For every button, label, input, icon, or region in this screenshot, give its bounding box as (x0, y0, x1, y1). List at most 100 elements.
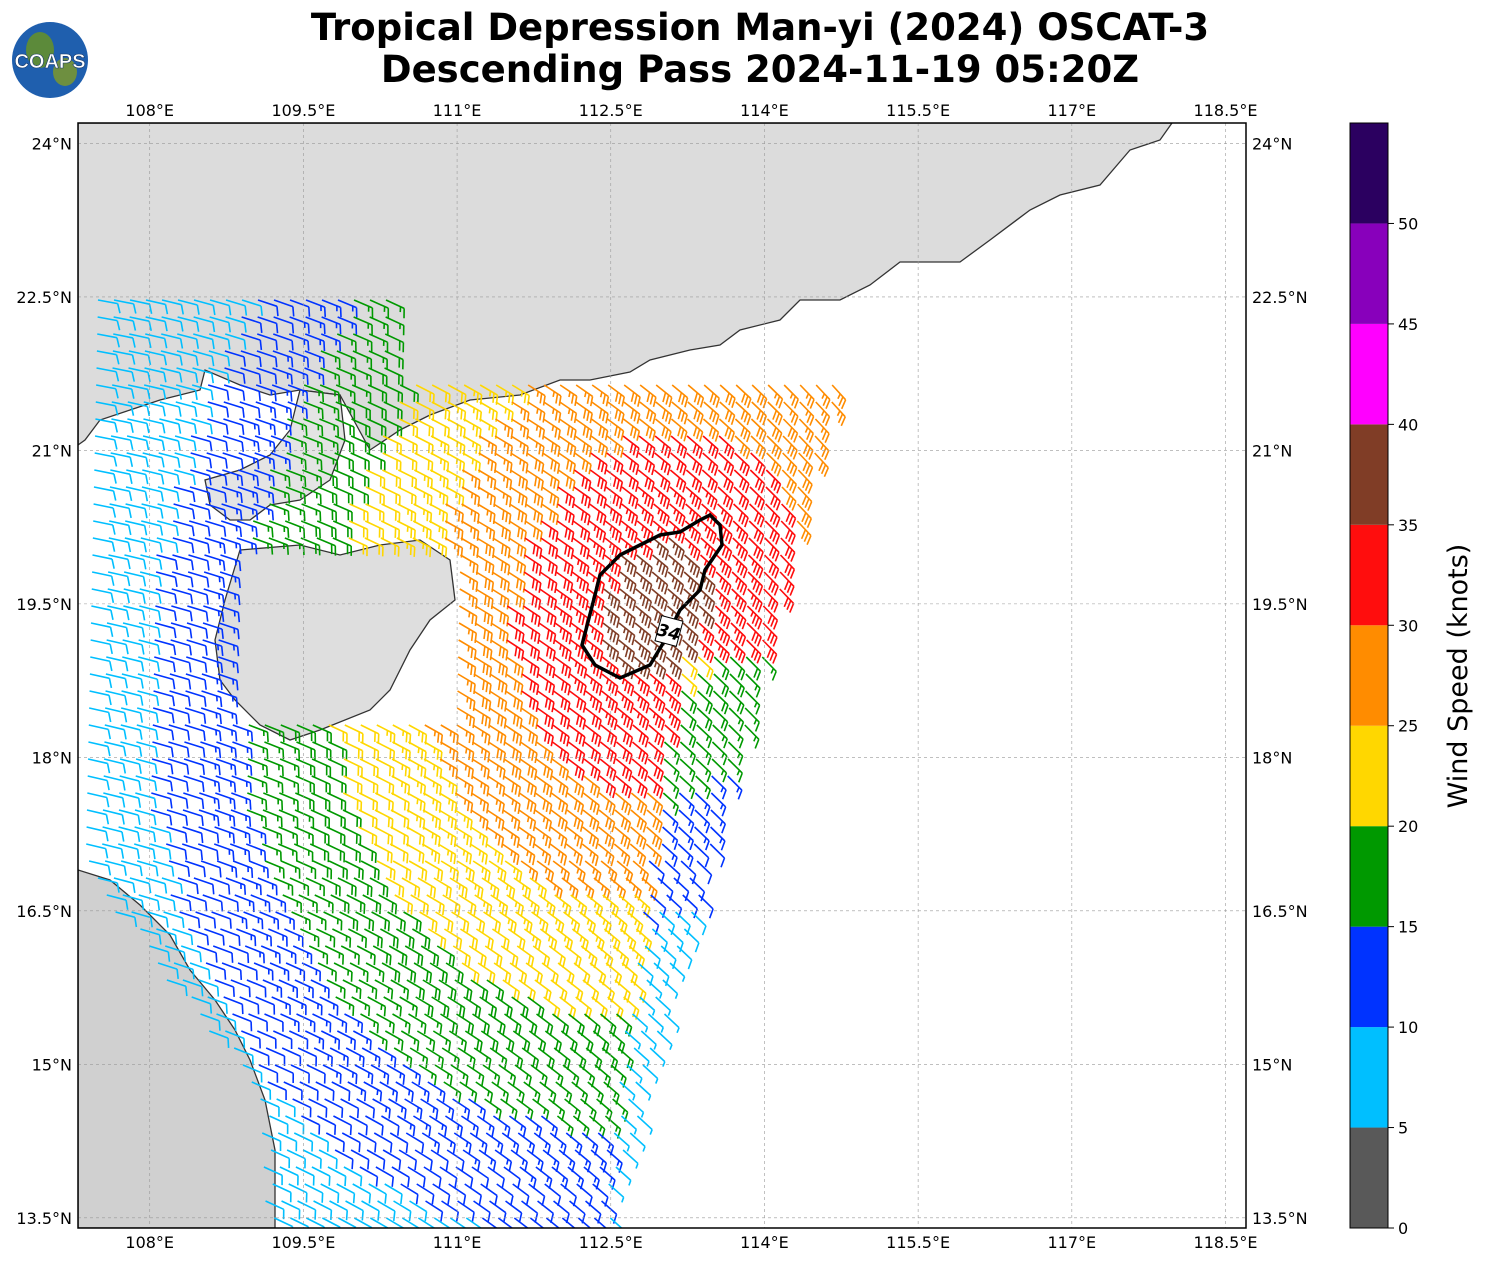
wind-barb (588, 520, 607, 543)
colorbar-bin (1350, 424, 1388, 525)
lat-tick-label-left: 16.5°N (16, 902, 72, 921)
wind-barb (320, 350, 341, 369)
wind-barb (351, 401, 371, 420)
lat-tick-label-left: 15°N (32, 1055, 72, 1074)
wind-barb (698, 622, 715, 647)
wind-barb (572, 520, 591, 543)
wind-barb (224, 350, 246, 367)
wind-barb (747, 571, 764, 596)
wind-barb (523, 588, 542, 610)
wind-barb (173, 520, 195, 537)
wind-barb (831, 401, 846, 427)
wind-barb (543, 401, 562, 423)
wind-barb (765, 503, 781, 528)
wind-barb (492, 520, 512, 542)
wind-barb (508, 520, 527, 542)
wind-barb (171, 588, 194, 605)
wind-barb (815, 384, 831, 409)
logo-text: COAPS (14, 51, 85, 73)
wind-barb (605, 469, 624, 492)
wind-barb (491, 588, 510, 610)
wind-barb (701, 469, 719, 493)
colorbar-bin (1350, 123, 1388, 224)
lat-tick-label-left: 13.5°N (16, 1209, 72, 1228)
wind-barb (781, 486, 797, 511)
wind-barb (734, 435, 751, 460)
wind-barb (284, 537, 305, 556)
wind-barb (573, 503, 591, 526)
wind-barb (141, 520, 164, 536)
wind-barb (364, 537, 384, 557)
wind-barb (191, 401, 214, 418)
wind-barb (206, 435, 229, 452)
wind-barb (635, 554, 653, 578)
wind-barb (204, 554, 226, 571)
wind-barb (607, 384, 626, 407)
wind-barb (203, 571, 226, 588)
wind-barb (225, 333, 247, 350)
wind-barb (364, 520, 385, 540)
wind-barb (97, 316, 121, 331)
wind-barb (107, 588, 130, 604)
wind-barb (686, 418, 704, 442)
wind-barb (589, 469, 608, 492)
wind-barb (112, 367, 136, 382)
wind-barb (508, 537, 527, 559)
wind-barb (272, 367, 293, 385)
wind-barb (349, 486, 369, 506)
wind-barb (161, 333, 184, 349)
wind-barb (670, 418, 688, 442)
wind-barb (335, 384, 356, 403)
wind-barb (238, 469, 260, 487)
wind-barb (782, 418, 799, 443)
wind-barb (254, 452, 276, 470)
wind-barb (717, 503, 734, 528)
wind-barb (831, 384, 847, 410)
wind-barb (492, 554, 511, 576)
wind-barb (91, 605, 114, 620)
wind-barb (509, 469, 529, 491)
wind-barb (685, 469, 703, 493)
wind-barb (107, 571, 131, 587)
colorbar-tick-label: 25 (1398, 717, 1418, 736)
wind-barb (368, 333, 389, 353)
wind-barb (124, 537, 147, 553)
wind-barb (731, 588, 747, 613)
wind-barb (703, 401, 720, 425)
wind-barb (798, 418, 814, 443)
wind-barb (207, 418, 229, 435)
colorbar-tick-label: 40 (1398, 415, 1418, 434)
wind-barb (751, 401, 767, 426)
wind-barb (303, 384, 325, 403)
wind-barb (509, 486, 528, 508)
wind-barb (543, 384, 562, 406)
wind-barb (635, 588, 653, 612)
colorbar-bin (1350, 1027, 1388, 1128)
wind-barb (602, 605, 620, 628)
wind-barb (365, 503, 385, 523)
wind-barb (383, 384, 404, 404)
lat-tick-label-left: 18°N (32, 748, 72, 767)
wind-barb (155, 588, 178, 605)
wind-barb (622, 418, 641, 441)
wind-barb (288, 350, 310, 368)
wind-barb (106, 639, 129, 655)
wind-barb (638, 452, 656, 476)
wind-barb (252, 537, 274, 555)
wind-barb (220, 520, 243, 538)
wind-barb (170, 639, 192, 656)
wind-barb (683, 554, 701, 578)
wind-barb (604, 520, 622, 543)
wind-barb (637, 503, 654, 527)
wind-barb (286, 469, 307, 488)
wind-barb (256, 350, 278, 368)
wind-barb (763, 554, 780, 579)
wind-barb (288, 333, 310, 351)
wind-barb (156, 554, 179, 571)
wind-barb (193, 316, 216, 333)
wind-barb (255, 384, 277, 402)
wind-barb (591, 384, 610, 407)
colorbar-tick-label: 15 (1398, 918, 1418, 937)
wind-barb (192, 367, 215, 384)
wind-barb (522, 605, 541, 627)
